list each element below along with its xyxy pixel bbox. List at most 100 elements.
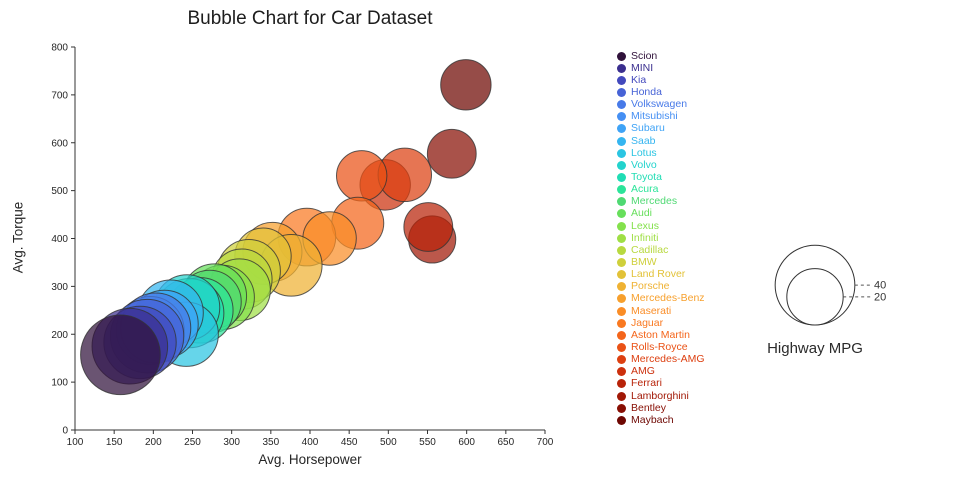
bubble-ferrari — [403, 202, 454, 252]
bubble-rolls-royce — [336, 150, 388, 202]
legend-label: Volkswagen — [631, 98, 688, 111]
y-tick-label: 0 — [62, 426, 68, 437]
x-tick-label: 400 — [302, 437, 319, 448]
legend-item-cadillac: Cadillac — [617, 244, 705, 256]
legend-item-ferrari: Ferrari — [617, 378, 705, 390]
x-axis-label: Avg. Horsepower — [258, 452, 362, 467]
legend-label: Mitsubishi — [631, 110, 678, 123]
bubble-scion — [80, 314, 161, 396]
x-tick-label: 600 — [458, 437, 475, 448]
legend-item-scion: Scion — [617, 50, 705, 62]
legend-swatch-icon — [617, 282, 626, 292]
legend-label: Rolls-Royce — [631, 340, 688, 353]
legend-label: BMW — [631, 255, 657, 268]
y-tick-label: 600 — [51, 138, 68, 149]
legend-label: Land Rover — [631, 268, 686, 281]
legend-label: Infiniti — [631, 231, 659, 244]
legend-label: Lexus — [631, 219, 660, 232]
legend-item-mercedes-amg: Mercedes-AMG — [617, 354, 705, 366]
legend-label: Maybach — [631, 413, 674, 426]
legend-item-maserati: Maserati — [617, 305, 705, 317]
legend-label: Bentley — [631, 401, 667, 414]
legend-swatch-icon — [617, 100, 626, 110]
x-tick-label: 500 — [380, 437, 397, 448]
legend-item-maybach: Maybach — [617, 414, 705, 426]
x-tick-label: 550 — [419, 437, 436, 448]
y-tick-label: 500 — [51, 186, 68, 197]
y-axis-label: Avg. Torque — [10, 201, 26, 274]
legend-label: Honda — [631, 85, 662, 98]
legend-item-volkswagen: Volkswagen — [617, 99, 705, 111]
legend-item-lamborghini: Lamborghini — [617, 390, 705, 402]
legend-item-porsche: Porsche — [617, 281, 705, 293]
y-tick-label: 100 — [51, 378, 68, 389]
x-tick-label: 200 — [145, 437, 162, 448]
x-tick-label: 350 — [262, 437, 279, 448]
legend-item-mitsubishi: Mitsubishi — [617, 111, 705, 123]
x-tick-label: 300 — [223, 437, 240, 448]
legend-item-mercedes-benz: Mercedes-Benz — [617, 293, 705, 305]
legend-item-subaru: Subaru — [617, 123, 705, 135]
legend-swatch-icon — [617, 379, 626, 389]
legend-swatch-icon — [617, 318, 626, 328]
legend-item-kia: Kia — [617, 74, 705, 86]
legend-item-bentley: Bentley — [617, 402, 705, 414]
y-tick-label: 800 — [51, 43, 68, 54]
legend-swatch-icon — [617, 87, 626, 97]
legend-swatch-icon — [617, 75, 626, 85]
legend-item-lotus: Lotus — [617, 147, 705, 159]
legend-label: Scion — [631, 49, 658, 62]
legend-swatch-icon — [617, 160, 626, 170]
legend-label: Maserati — [631, 304, 672, 317]
legend-item-rolls-royce: Rolls-Royce — [617, 341, 705, 353]
y-tick-label: 700 — [51, 90, 68, 101]
size-legend-title: Highway MPG — [767, 340, 863, 357]
legend-label: Mercedes — [631, 195, 678, 208]
legend-item-mini: MINI — [617, 62, 705, 74]
legend-item-toyota: Toyota — [617, 171, 705, 183]
legend-item-jaguar: Jaguar — [617, 317, 705, 329]
y-tick-label: 400 — [51, 234, 68, 245]
legend-swatch-icon — [617, 306, 626, 316]
legend-swatch-icon — [617, 294, 626, 304]
bubble-maybach — [440, 59, 492, 111]
x-tick-label: 250 — [184, 437, 201, 448]
legend-swatch-icon — [617, 51, 626, 61]
legend-swatch-icon — [617, 391, 626, 401]
legend-item-land-rover: Land Rover — [617, 269, 705, 281]
legend-label: Volvo — [631, 158, 657, 171]
x-tick-label: 700 — [537, 437, 554, 448]
legend-item-aston-martin: Aston Martin — [617, 329, 705, 341]
legend-item-audi: Audi — [617, 208, 705, 220]
legend-swatch-icon — [617, 124, 626, 134]
x-tick-label: 450 — [341, 437, 358, 448]
legend-label: Jaguar — [631, 316, 664, 329]
legend-label: Lamborghini — [631, 389, 689, 402]
chart-title: Bubble Chart for Car Dataset — [187, 8, 433, 29]
y-tick-label: 200 — [51, 330, 68, 341]
bubble-bentley — [426, 128, 477, 179]
legend-swatch-icon — [617, 233, 626, 243]
legend-label: Porsche — [631, 280, 670, 293]
brand-legend: Scion MINI Kia Honda Volkswagen Mitsubishi Sub… — [617, 50, 705, 426]
legend-swatch-icon — [617, 270, 626, 280]
legend-label: Ferrari — [631, 377, 662, 390]
legend-label: AMG — [631, 365, 655, 378]
legend-item-mercedes: Mercedes — [617, 196, 705, 208]
legend-label: Mercedes-AMG — [631, 353, 705, 366]
x-tick-label: 100 — [67, 437, 84, 448]
legend-swatch-icon — [617, 197, 626, 207]
legend-swatch-icon — [617, 209, 626, 219]
legend-swatch-icon — [617, 257, 626, 267]
size-legend-circle-20 — [786, 268, 844, 326]
legend-swatch-icon — [617, 342, 626, 352]
legend-item-lexus: Lexus — [617, 220, 705, 232]
legend-item-honda: Honda — [617, 86, 705, 98]
legend-label: Saab — [631, 134, 656, 147]
legend-swatch-icon — [617, 403, 626, 413]
legend-swatch-icon — [617, 172, 626, 182]
legend-label: Kia — [631, 73, 647, 86]
legend-item-volvo: Volvo — [617, 159, 705, 171]
legend-label: Aston Martin — [631, 328, 690, 341]
